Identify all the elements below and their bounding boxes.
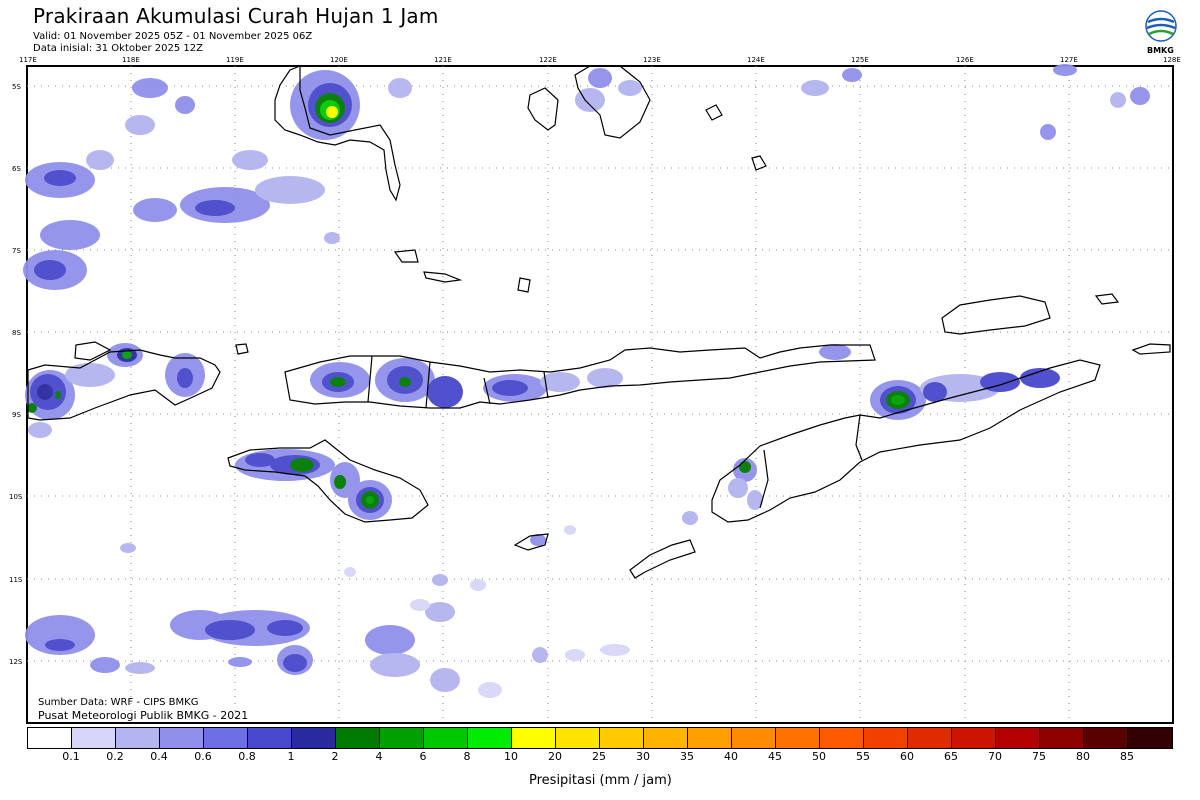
colorbar-swatch	[512, 728, 556, 748]
colorbar-level-label: 20	[548, 750, 562, 763]
lon-label: 128E	[1163, 56, 1181, 64]
colorbar-swatch	[952, 728, 996, 748]
colorbar-swatch	[600, 728, 644, 748]
colorbar-level-label: 0.2	[106, 750, 124, 763]
lon-label: 119E	[226, 56, 244, 64]
lon-label: 127E	[1060, 56, 1078, 64]
lon-label: 120E	[330, 56, 348, 64]
colorbar-swatch	[732, 728, 776, 748]
lat-label: 7S	[12, 247, 21, 255]
colorbar-level-label: 4	[375, 750, 383, 763]
colorbar-level-label: 6	[419, 750, 427, 763]
lat-label: 5S	[12, 83, 21, 91]
lat-label: 11S	[9, 576, 23, 584]
logo-text: BMKG	[1147, 46, 1174, 55]
colorbar-level-label: 80	[1076, 750, 1090, 763]
lat-label: 9S	[12, 411, 21, 419]
colorbar-swatch	[468, 728, 512, 748]
colorbar-swatch	[336, 728, 380, 748]
lon-label: 123E	[643, 56, 661, 64]
producer: Pusat Meteorologi Publik BMKG - 2021	[38, 709, 249, 722]
colorbar-swatch	[644, 728, 688, 748]
colorbar-swatch	[1084, 728, 1128, 748]
bmkg-logo-icon	[1145, 10, 1177, 42]
page-title: Prakiraan Akumulasi Curah Hujan 1 Jam	[33, 4, 439, 28]
lon-label: 124E	[747, 56, 765, 64]
colorbar-swatch	[688, 728, 732, 748]
lat-label: 8S	[12, 329, 21, 337]
data-source: Sumber Data: WRF - CIPS BMKG	[38, 697, 199, 708]
lon-label: 121E	[434, 56, 452, 64]
colorbar-level-label: 70	[988, 750, 1002, 763]
colorbar-swatch	[72, 728, 116, 748]
colorbar-title: Presipitasi (mm / jam)	[529, 773, 672, 788]
colorbar-level-label: 25	[592, 750, 606, 763]
colorbar-swatch	[908, 728, 952, 748]
lon-label: 126E	[956, 56, 974, 64]
colorbar-swatch	[996, 728, 1040, 748]
lat-label: 6S	[12, 165, 21, 173]
colorbar-swatch	[776, 728, 820, 748]
colorbar-level-label: 75	[1032, 750, 1046, 763]
lat-label: 12S	[9, 658, 23, 666]
lon-label: 122E	[539, 56, 557, 64]
colorbar-level-label: 35	[680, 750, 694, 763]
colorbar-level-label: 85	[1120, 750, 1134, 763]
colorbar-level-label: 65	[944, 750, 958, 763]
colorbar-swatch	[292, 728, 336, 748]
colorbar-level-label: 30	[636, 750, 650, 763]
lon-label: 117E	[19, 56, 37, 64]
colorbar-level-label: 0.6	[194, 750, 212, 763]
coastlines	[27, 65, 1171, 579]
colorbar-level-label: 8	[463, 750, 471, 763]
colorbar-level-label: 0.8	[238, 750, 256, 763]
precipitation-areas	[23, 64, 1150, 698]
lon-labels: 117E 118E 119E 120E 121E 122E 123E 124E …	[19, 56, 1181, 64]
colorbar-swatch	[28, 728, 72, 748]
colorbar-swatch	[116, 728, 160, 748]
init-date: Data inisial: 31 Oktober 2025 12Z	[33, 43, 203, 54]
lat-label: 10S	[9, 493, 23, 501]
valid-period: Valid: 01 November 2025 05Z - 01 Novembe…	[33, 31, 313, 42]
colorbar-level-label: 2	[331, 750, 339, 763]
colorbar-level-label: 50	[812, 750, 826, 763]
lon-label: 125E	[851, 56, 869, 64]
colorbar-level-label: 1	[287, 750, 295, 763]
colorbar-level-label: 55	[856, 750, 870, 763]
colorbar-swatch	[204, 728, 248, 748]
colorbar-swatch	[1128, 728, 1172, 748]
colorbar-swatch	[864, 728, 908, 748]
colorbar-level-label: 40	[724, 750, 738, 763]
lon-label: 118E	[122, 56, 140, 64]
colorbar-swatch	[820, 728, 864, 748]
colorbar	[27, 727, 1173, 749]
colorbar-swatch	[160, 728, 204, 748]
colorbar-level-label: 45	[768, 750, 782, 763]
colorbar-swatch	[1040, 728, 1084, 748]
colorbar-swatch	[556, 728, 600, 748]
colorbar-swatch	[380, 728, 424, 748]
colorbar-level-label: 10	[504, 750, 518, 763]
colorbar-level-label: 0.1	[62, 750, 80, 763]
colorbar-level-label: 60	[900, 750, 914, 763]
lat-labels: 5S 6S 7S 8S 9S 10S 11S 12S	[9, 83, 23, 666]
colorbar-swatch	[248, 728, 292, 748]
colorbar-swatch	[424, 728, 468, 748]
colorbar-level-label: 0.4	[150, 750, 168, 763]
